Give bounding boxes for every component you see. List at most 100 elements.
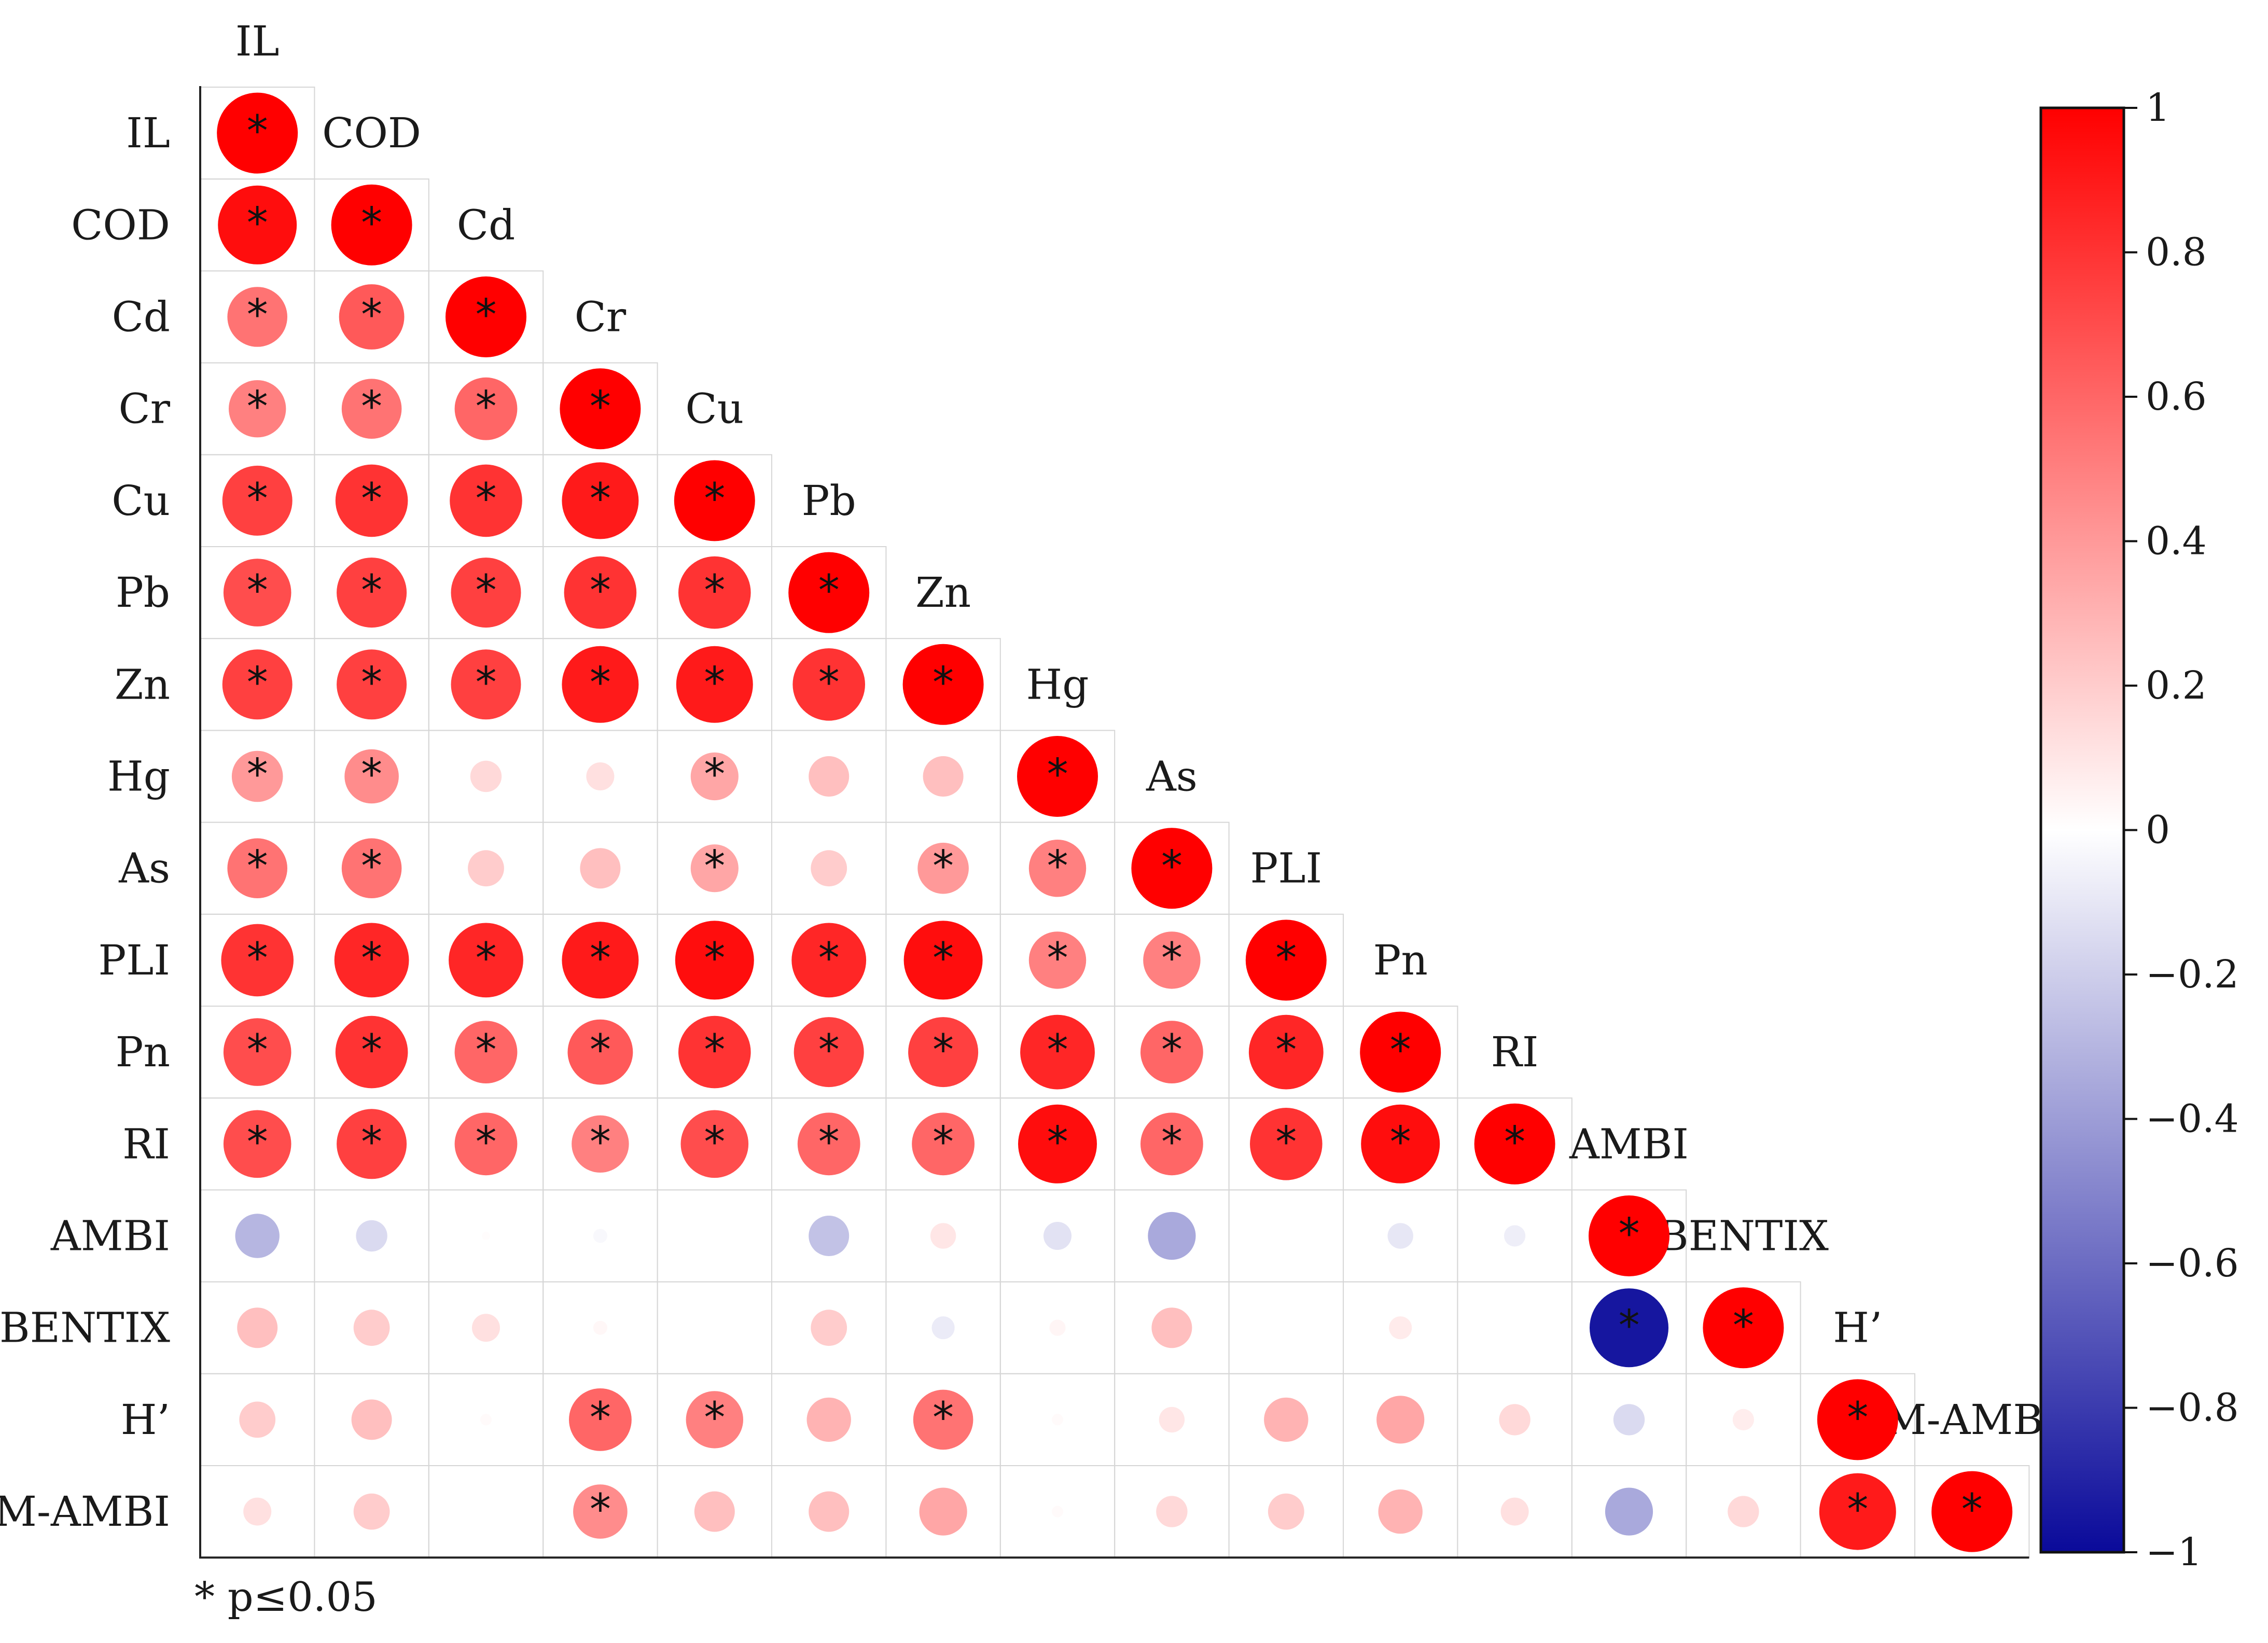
significance-star: * — [1616, 1301, 1641, 1350]
colorbar-tick-label: −0.8 — [2146, 1386, 2239, 1430]
colorbar-ticks: 1 0.8 0.6 0.4 0.2 0 −0.2 −0.4 −0.6 −0.8 −1 — [2124, 86, 2239, 1575]
correlation-circle — [1819, 1473, 1896, 1550]
correlation-circle — [1732, 1409, 1754, 1430]
significance-star: * — [588, 658, 613, 707]
significance-star: * — [588, 1393, 613, 1442]
correlation-circle — [337, 558, 407, 628]
column-label: Hg — [1026, 660, 1089, 708]
correlation-circle — [1131, 828, 1213, 909]
column-label: M-AMBI — [1884, 1396, 2060, 1444]
significance-star: * — [245, 474, 270, 523]
row-label: As — [118, 844, 170, 893]
correlation-circle — [572, 1115, 629, 1173]
significance-star: * — [1273, 1026, 1299, 1075]
column-label: Pb — [802, 477, 856, 525]
row-label: Cr — [119, 385, 171, 433]
grid-cell — [657, 1281, 772, 1374]
correlation-circle — [586, 762, 615, 790]
correlation-circle — [1268, 1493, 1304, 1530]
correlation-circle — [1264, 1397, 1309, 1442]
correlation-circle — [931, 1316, 955, 1340]
colorbar-tick-label: 0 — [2146, 808, 2170, 853]
significance-star: * — [1845, 1485, 1870, 1535]
correlation-circle — [1043, 1222, 1072, 1250]
column-label: As — [1146, 753, 1198, 801]
significance-star: * — [816, 934, 842, 983]
correlation-circle — [792, 648, 865, 721]
significance-star: * — [359, 566, 384, 616]
correlation-circle — [454, 1112, 518, 1176]
correlation-circle — [1931, 1471, 2013, 1552]
significance-star: * — [930, 658, 956, 707]
significance-star: * — [1616, 1209, 1641, 1259]
correlation-circle — [1018, 1104, 1097, 1183]
correlation-circle — [337, 1109, 407, 1179]
grid-cell — [428, 1465, 544, 1558]
significance-star: * — [1502, 1118, 1527, 1167]
correlation-circle — [674, 460, 755, 541]
correlation-circle — [1613, 1404, 1645, 1436]
column-label: Cd — [457, 201, 515, 249]
significance-star: * — [816, 658, 842, 707]
correlation-circle — [1052, 1414, 1063, 1426]
correlation-circle — [222, 465, 293, 536]
significance-star: * — [1959, 1485, 1985, 1535]
significance-star: * — [473, 382, 498, 431]
correlation-circle — [690, 844, 739, 893]
column-label: IL — [235, 17, 280, 65]
correlation-circle — [811, 850, 847, 887]
significance-star: * — [359, 658, 384, 707]
significance-star: * — [930, 934, 956, 983]
significance-star: * — [359, 750, 384, 799]
correlation-circle — [593, 1229, 607, 1243]
correlation-circle — [341, 838, 402, 898]
correlation-circle — [331, 184, 412, 266]
row-label: PLI — [98, 936, 170, 984]
correlation-circle — [221, 924, 294, 997]
correlation-circle — [567, 1019, 633, 1085]
colorbar — [2039, 106, 2125, 1554]
significance-star: * — [359, 382, 384, 431]
correlation-circle — [1248, 1014, 1324, 1090]
correlation-circle — [908, 1017, 979, 1088]
significance-star: * — [1159, 1026, 1185, 1075]
significance-star: * — [473, 566, 498, 616]
correlation-circle — [1159, 1407, 1185, 1433]
correlation-circle — [1817, 1379, 1898, 1460]
significance-star: * — [588, 474, 613, 523]
correlation-circle — [1590, 1288, 1668, 1368]
significance-star: * — [1845, 1393, 1870, 1442]
correlation-circle — [1140, 1112, 1203, 1176]
correlation-circle — [356, 1220, 387, 1252]
significance-star: * — [359, 474, 384, 523]
significance-star: * — [245, 107, 270, 156]
significance-note: * p≤0.05 — [194, 1574, 378, 1621]
correlation-circle — [811, 1310, 847, 1346]
correlation-circle — [218, 185, 297, 264]
correlation-circle — [344, 749, 399, 804]
correlation-circle — [1017, 736, 1098, 817]
colorbar-tick-label: −0.2 — [2146, 952, 2239, 997]
correlation-circle — [788, 552, 870, 633]
grid-cell — [1228, 1281, 1344, 1374]
colorbar-tick-label: 0.6 — [2146, 374, 2207, 419]
significance-star: * — [1045, 1026, 1070, 1075]
correlation-circle — [1474, 1103, 1555, 1185]
correlation-circle — [1245, 920, 1327, 1001]
correlation-circle — [227, 287, 287, 347]
row-label: Cu — [112, 477, 170, 525]
correlation-circle — [468, 850, 504, 887]
significance-star: * — [588, 1118, 613, 1167]
correlation-circle — [235, 1214, 280, 1258]
significance-star: * — [245, 290, 270, 340]
correlation-circle — [1605, 1487, 1653, 1536]
correlation-circle — [1500, 1497, 1529, 1526]
significance-star: * — [473, 290, 498, 340]
column-label: AMBI — [1569, 1120, 1689, 1168]
correlation-circle — [341, 379, 402, 439]
correlation-circle — [573, 1484, 628, 1539]
correlation-circle — [339, 284, 405, 350]
significance-star: * — [702, 1118, 727, 1167]
row-labels: IL COD Cd Cr Cu Pb Zn Hg As PLI Pn RI AMBI BENTIX H’ M-… — [0, 109, 171, 1536]
correlation-circle — [237, 1307, 278, 1348]
